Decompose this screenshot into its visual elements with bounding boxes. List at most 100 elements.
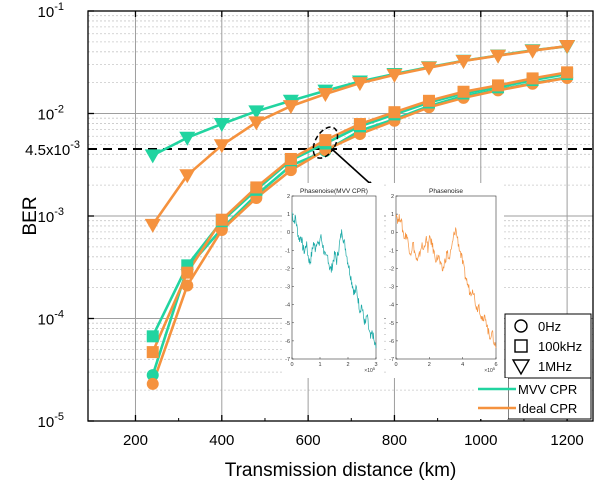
y-tick-label: 10-5 [38,411,64,431]
inset-y-tick-label: 2 [391,194,394,200]
data-point [524,44,541,59]
y-tick-label-exp: -5 [54,411,64,423]
inset-y-tick-label: 0 [391,230,394,236]
data-point [457,85,470,98]
inset-y-tick-label: -1 [389,248,394,254]
data-point [317,87,334,102]
y-tick-label: 10-3 [38,206,64,226]
data-point [420,61,437,76]
inset-y-tick-label: -7 [389,357,394,363]
line-legend-swatch-area [476,378,508,419]
data-point [284,152,297,165]
data-point [561,66,574,79]
marker-legend: 0Hz 100kHz 1MHz [504,313,592,379]
inset-y-tick-label: -4 [285,303,290,309]
marker-legend-box [504,313,592,379]
marker-legend-label: 1MHz [538,359,572,374]
y-tick-label-base: 10 [38,107,55,124]
highlight-ellipse [312,126,339,159]
inset-y-tick-label: 1 [287,212,290,218]
data-point [490,49,507,64]
inset-x-multiplier: ×105 [484,366,495,374]
y-tick-label-exp: -1 [54,1,64,13]
marker-legend-label: 0Hz [538,319,561,334]
ticks: 200 400 600 800 1000 120010-510-410-310-210-1… [25,1,584,449]
inset-x-tick-label: 2 [346,362,349,368]
data-point [179,131,196,146]
data-point [455,55,472,70]
line-legend-box [507,377,592,420]
line-legend-label: MVV CPR [518,382,577,397]
x-tick-label: 600 [296,432,321,449]
data-point [146,369,159,382]
x-axis-label: Transmission distance (km) [225,460,457,481]
inset-title: Phasenoise(MVV CPR) [300,188,368,195]
inset-y-tick-label: -6 [389,339,394,345]
y-tick-label-exp: -3 [54,206,64,218]
x-tick-label: 1200 [550,432,583,449]
inset-y-tick-label: -5 [285,321,290,327]
inset-title: Phasenoise [429,188,463,195]
data-point [179,169,196,184]
data-point [250,181,263,194]
y-tick-label: 10-1 [38,1,64,21]
data-point [386,68,403,83]
data-point [351,77,368,92]
inset-x-tick-label: 0 [394,362,397,368]
data-point [492,79,505,92]
inset-x-tick-label: 0 [290,362,293,368]
data-point [146,346,159,359]
y-tick-label: 10-2 [38,104,64,124]
data-point [284,164,297,177]
data-point [282,100,299,115]
y-tick-label-exp: -4 [54,309,64,321]
y-tick-label-base: 10 [38,414,55,431]
data-point [248,116,265,131]
inset-x-tick-label: 4 [461,362,464,368]
inset-y-tick-label: -2 [389,266,394,272]
inset-phase-noise-trace [291,212,377,349]
inset-x-multiplier-base: ×10 [364,368,373,374]
inset-x-tick-label: 3 [374,362,377,368]
y-tick-label-base: 10 [38,209,55,226]
inset-y-tick-label: -4 [389,303,394,309]
inset-y-tick-label: 1 [391,212,394,218]
threshold-label-base: 4.5x10 [25,142,70,159]
threshold-label: 4.5x10-3 [25,139,80,159]
data-point [388,106,401,119]
inset-y-tick-label: -3 [285,285,290,291]
inset-y-tick-label: -7 [285,357,290,363]
y-axis-label: BER [20,196,41,235]
series-group [144,40,576,390]
x-tick-label: 1000 [464,432,497,449]
data-point [559,40,576,55]
y-tick-label-exp: -2 [54,104,64,116]
legend-circle-marker [514,319,528,333]
data-point [319,134,332,147]
inset-y-tick-label: 2 [287,194,290,200]
data-point [422,94,435,107]
data-point [146,377,159,390]
data-point [526,72,539,85]
inset-y-tick-label: 0 [287,230,290,236]
inset-mvv: Phasenoise(MVV CPR)210-1-2-3-4-5-6-70 1 2 3… [282,183,384,378]
inset-x-tick-label: 2 [428,362,431,368]
data-point [144,218,161,233]
data-point [248,105,265,120]
inset-y-tick-label: -1 [285,248,290,254]
y-tick-label-base: 10 [38,4,55,21]
line-legend: MVV CPR Ideal CPR [476,377,592,420]
data-point [213,139,230,154]
data-point [213,117,230,132]
inset-background [282,183,384,378]
inset-x-multiplier-base: ×10 [484,368,493,374]
legend-triangle-marker [511,359,531,376]
data-point [146,330,159,343]
data-point [215,213,228,226]
inset-background [386,183,504,378]
inset-x-multiplier: ×105 [364,366,375,374]
pointer-arrow [330,148,376,189]
x-tick-label: 200 [123,432,148,449]
